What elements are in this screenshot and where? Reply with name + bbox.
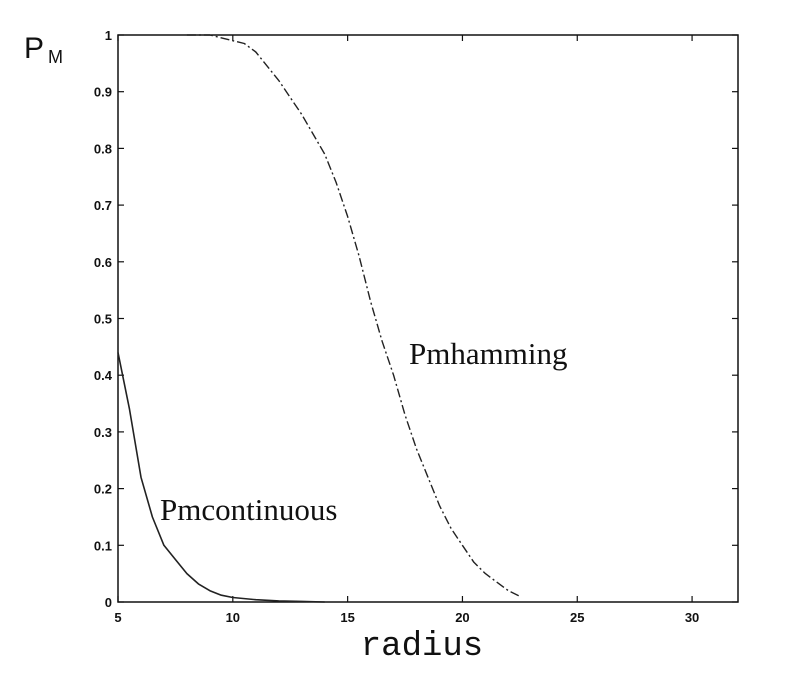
x-tick-label: 5	[114, 610, 121, 625]
x-tick-label: 20	[455, 610, 469, 625]
y-tick-label: 0.5	[94, 312, 112, 327]
series-layer	[117, 34, 521, 603]
y-tick-label: 0.1	[94, 538, 112, 553]
series-line-pmhamming	[186, 34, 521, 597]
y-axis-label-main: P	[24, 32, 44, 65]
x-tick-label: 30	[685, 610, 699, 625]
y-tick-label: 0.9	[94, 85, 112, 100]
series-label-pmcontinuous: Pmcontinuous	[160, 492, 337, 527]
y-tick-label: 0.2	[94, 482, 112, 497]
series-line-pmcontinuous	[117, 352, 325, 603]
y-tick-label: 0.7	[94, 198, 112, 213]
x-tick-label: 10	[226, 610, 240, 625]
y-tick-label: 1	[105, 28, 112, 43]
y-axis-label-subscript: M	[48, 47, 63, 67]
ticks-layer: 5 10 15 20 25 30 0 0.1 0.2 0.3 0.4 0.5 0.6 0.7 0.8 0.9 1	[94, 28, 738, 625]
y-tick-label: 0.4	[94, 368, 113, 383]
x-axis-label: radius	[361, 628, 483, 666]
y-tick-label: 0.8	[94, 141, 112, 156]
x-tick-label: 25	[570, 610, 584, 625]
x-tick-label: 15	[340, 610, 354, 625]
series-label-pmhamming: Pmhamming	[409, 336, 567, 371]
y-tick-label: 0.6	[94, 255, 112, 270]
y-tick-label: 0	[105, 595, 112, 610]
y-tick-label: 0.3	[94, 425, 112, 440]
